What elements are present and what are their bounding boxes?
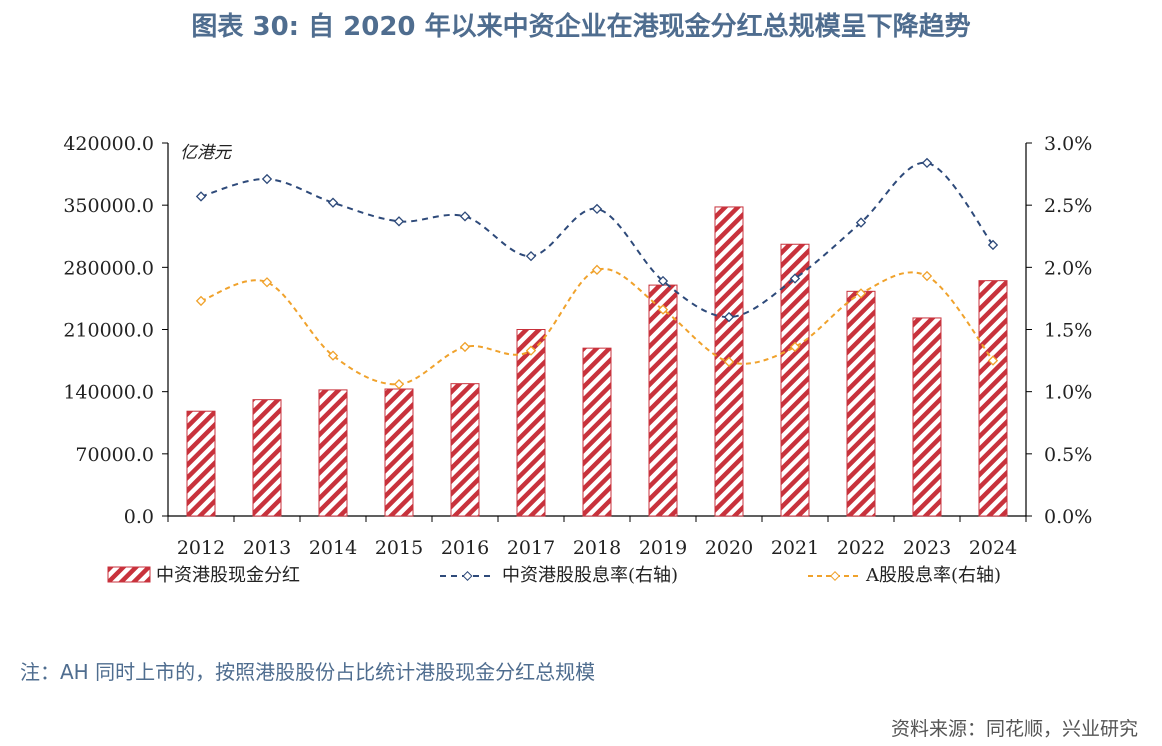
chart-title: 图表 30: 自 2020 年以来中资企业在港现金分红总规模呈下降趋势 bbox=[191, 12, 971, 42]
footnote: 注：AH 同时上市的，按照港股股份占比统计港股现金分红总规模 bbox=[20, 660, 596, 684]
left-tick-label: 420000.0 bbox=[63, 133, 154, 155]
bar bbox=[582, 347, 612, 517]
right-tick-label: 2.0% bbox=[1044, 257, 1092, 279]
data-point bbox=[195, 295, 207, 307]
data-point bbox=[921, 157, 933, 169]
bar bbox=[648, 284, 678, 517]
data-point bbox=[855, 217, 867, 228]
bar bbox=[846, 290, 876, 517]
x-tick-label: 2013 bbox=[243, 537, 291, 559]
bar bbox=[516, 329, 546, 517]
bar bbox=[186, 410, 216, 517]
x-tick-label: 2012 bbox=[177, 537, 225, 559]
left-tick-label: 70000.0 bbox=[75, 444, 154, 466]
data-point bbox=[657, 304, 669, 315]
data-point bbox=[525, 250, 537, 262]
left-tick-label: 280000.0 bbox=[63, 257, 154, 279]
legend-label-bar: 中资港股现金分红 bbox=[156, 565, 300, 586]
bar bbox=[912, 317, 942, 517]
data-point bbox=[987, 355, 999, 366]
left-tick-label: 210000.0 bbox=[63, 320, 154, 342]
data-point bbox=[789, 341, 801, 353]
x-tick-label: 2020 bbox=[705, 537, 753, 559]
bar bbox=[318, 389, 348, 517]
left-tick-label: 140000.0 bbox=[63, 382, 154, 404]
bar bbox=[780, 243, 810, 517]
right-tick-label: 0.5% bbox=[1044, 444, 1092, 466]
data-point bbox=[459, 341, 471, 353]
x-tick-label: 2017 bbox=[507, 537, 555, 559]
bar bbox=[384, 388, 414, 517]
data-point bbox=[459, 211, 471, 222]
data-point bbox=[261, 277, 273, 288]
x-tick-label: 2022 bbox=[837, 537, 885, 559]
data-point bbox=[723, 356, 735, 367]
x-tick-label: 2019 bbox=[639, 537, 687, 559]
source-text: 资料来源：同花顺，兴业研究 bbox=[890, 718, 1138, 740]
bar bbox=[450, 383, 480, 517]
right-tick-label: 0.0% bbox=[1044, 506, 1092, 528]
x-tick-label: 2018 bbox=[573, 537, 621, 559]
data-point bbox=[393, 216, 405, 227]
x-tick-label: 2016 bbox=[441, 537, 489, 559]
legend-marker-hk bbox=[462, 571, 473, 581]
data-point bbox=[261, 173, 273, 185]
right-tick-label: 1.5% bbox=[1044, 320, 1092, 342]
x-tick-label: 2024 bbox=[969, 537, 1017, 559]
data-point bbox=[921, 270, 933, 282]
left-tick-label: 350000.0 bbox=[63, 195, 154, 217]
data-point bbox=[855, 288, 867, 299]
x-tick-label: 2015 bbox=[375, 537, 423, 559]
unit-label: 亿港元 bbox=[180, 143, 233, 163]
bar bbox=[252, 399, 282, 517]
right-tick-label: 3.0% bbox=[1044, 133, 1092, 155]
data-point bbox=[657, 275, 669, 287]
legend-label-hk-line: 中资港股股息率(右轴) bbox=[502, 565, 678, 586]
x-tick-label: 2021 bbox=[771, 537, 819, 559]
legend-swatch-bar bbox=[107, 566, 151, 583]
data-point bbox=[327, 350, 339, 361]
data-point bbox=[525, 345, 537, 356]
data-point bbox=[591, 264, 603, 275]
bar bbox=[978, 280, 1008, 517]
data-point bbox=[723, 311, 735, 323]
right-tick-label: 1.0% bbox=[1044, 382, 1092, 404]
x-tick-label: 2014 bbox=[309, 537, 357, 559]
data-point bbox=[789, 273, 801, 284]
data-point bbox=[591, 203, 603, 215]
data-point bbox=[195, 191, 207, 202]
data-point bbox=[327, 197, 339, 208]
data-point bbox=[393, 379, 405, 390]
left-tick-label: 0.0 bbox=[124, 506, 154, 528]
data-point bbox=[987, 239, 999, 251]
x-tick-label: 2023 bbox=[903, 537, 951, 559]
right-tick-label: 2.5% bbox=[1044, 195, 1092, 217]
legend-label-a-line: A股股息率(右轴) bbox=[865, 565, 1001, 586]
legend-marker-a bbox=[830, 571, 840, 581]
